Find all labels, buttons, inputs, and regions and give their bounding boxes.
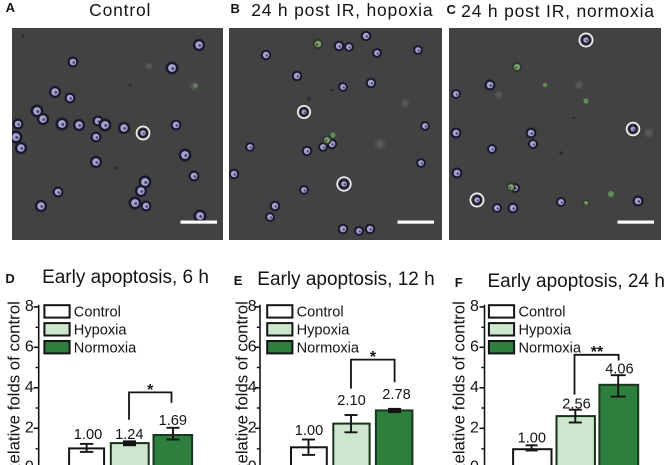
svg-text:1.24: 1.24 — [115, 427, 143, 443]
svg-text:4: 4 — [470, 379, 479, 396]
svg-text:Control: Control — [74, 305, 121, 321]
svg-text:0: 0 — [25, 459, 34, 465]
svg-text:1.00: 1.00 — [295, 423, 323, 439]
svg-text:2.78: 2.78 — [382, 387, 410, 403]
svg-text:8: 8 — [470, 298, 479, 315]
svg-text:4: 4 — [25, 379, 34, 396]
svg-text:Hypoxia: Hypoxia — [519, 323, 573, 339]
svg-text:Hypoxia: Hypoxia — [297, 323, 351, 339]
svg-text:1.00: 1.00 — [74, 427, 102, 443]
svg-text:8: 8 — [25, 298, 34, 315]
svg-text:Control: Control — [519, 305, 566, 321]
svg-text:**: ** — [591, 344, 604, 361]
svg-text:1.00: 1.00 — [518, 430, 546, 446]
svg-text:Normoxia: Normoxia — [519, 340, 582, 356]
svg-text:2.10: 2.10 — [337, 393, 365, 409]
svg-text:4: 4 — [248, 379, 257, 396]
svg-text:Relative folds of control: Relative folds of control — [232, 301, 251, 465]
svg-text:Normoxia: Normoxia — [74, 340, 137, 356]
svg-text:6: 6 — [25, 339, 34, 356]
svg-text:6: 6 — [248, 339, 257, 356]
svg-text:6: 6 — [470, 339, 479, 356]
svg-text:0: 0 — [248, 459, 257, 465]
svg-text:Control: Control — [297, 305, 344, 321]
svg-text:2: 2 — [25, 420, 34, 437]
svg-text:2: 2 — [470, 420, 479, 437]
svg-text:1.69: 1.69 — [159, 413, 187, 429]
svg-text:*: * — [147, 382, 154, 399]
svg-text:*: * — [370, 349, 377, 366]
svg-text:Normoxia: Normoxia — [297, 340, 360, 356]
svg-text:0: 0 — [470, 459, 479, 465]
svg-text:2.56: 2.56 — [562, 397, 590, 413]
svg-text:4.06: 4.06 — [605, 362, 633, 378]
svg-text:Hypoxia: Hypoxia — [74, 323, 128, 339]
svg-text:2: 2 — [248, 420, 257, 437]
svg-text:8: 8 — [248, 298, 257, 315]
svg-text:Relative folds of control: Relative folds of control — [449, 301, 468, 465]
svg-text:Relative folds of control: Relative folds of control — [4, 301, 23, 465]
